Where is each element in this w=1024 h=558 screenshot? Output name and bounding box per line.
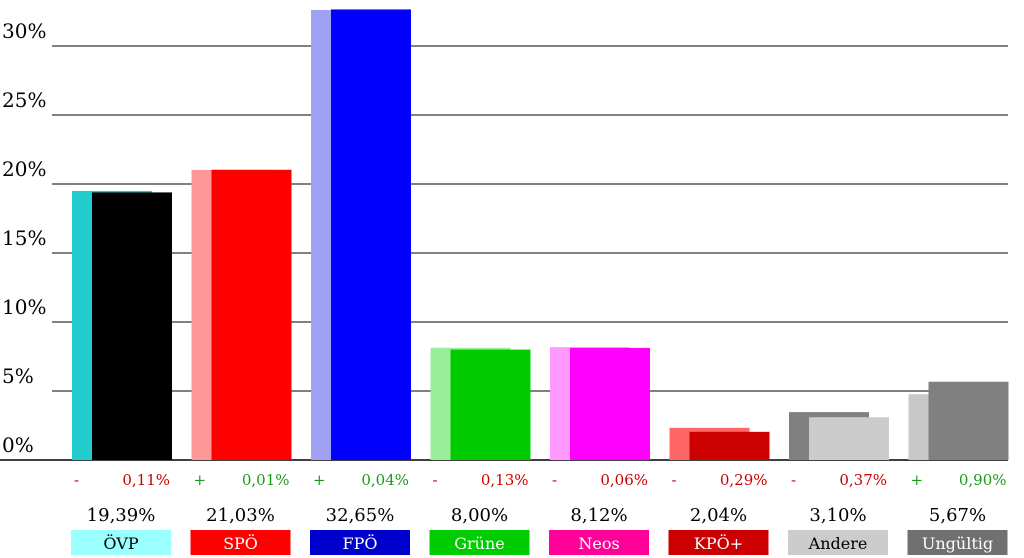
party-label-box	[907, 530, 1008, 555]
y-tick-label: 30%	[2, 19, 46, 43]
party-label-box	[668, 530, 769, 555]
party-label: Grüne	[454, 534, 505, 553]
value-label: 5,67%	[929, 505, 986, 526]
y-tick-label: 20%	[2, 157, 46, 181]
y-tick-label: 25%	[2, 88, 46, 112]
bar	[211, 169, 292, 460]
change-value: 0,29%	[720, 471, 768, 489]
change-value: 0,13%	[481, 471, 529, 489]
change-sign: -	[552, 471, 557, 489]
change-value: 0,11%	[122, 471, 170, 489]
party-label: Ungültig	[922, 534, 993, 553]
change-sign: +	[911, 471, 924, 489]
y-tick-label: 5%	[2, 364, 34, 388]
bar	[928, 381, 1009, 460]
party-label: FPÖ	[343, 533, 378, 553]
bar	[331, 9, 411, 461]
value-label: 2,04%	[690, 505, 747, 526]
party-label-box	[310, 530, 410, 555]
bar	[92, 192, 172, 460]
change-value: 0,06%	[600, 471, 648, 489]
party-label-box	[71, 530, 171, 555]
value-label: 3,10%	[809, 505, 866, 526]
party-label-box	[788, 530, 888, 555]
change-value: 0,90%	[959, 471, 1007, 489]
change-sign: +	[313, 471, 326, 489]
party-label: KPÖ+	[694, 533, 743, 553]
party-label-box	[549, 530, 649, 555]
value-label: 32,65%	[326, 505, 395, 526]
change-sign: -	[433, 471, 438, 489]
party-label-box	[429, 530, 530, 555]
change-sign: -	[74, 471, 79, 489]
party-label: ÖVP	[103, 533, 138, 553]
change-sign: -	[791, 471, 796, 489]
y-tick-label: 15%	[2, 226, 46, 250]
party-label: Andere	[808, 534, 868, 553]
bar	[809, 417, 889, 460]
change-sign: -	[672, 471, 677, 489]
bar	[689, 431, 770, 460]
value-label: 21,03%	[206, 505, 275, 526]
change-sign: +	[194, 471, 207, 489]
y-tick-label: 10%	[2, 295, 46, 319]
change-value: 0,01%	[242, 471, 290, 489]
value-label: 8,00%	[451, 505, 508, 526]
bar	[450, 349, 531, 460]
y-tick-label: 0%	[2, 433, 34, 457]
change-value: 0,37%	[839, 471, 887, 489]
change-value: 0,04%	[361, 471, 409, 489]
bar	[570, 347, 650, 460]
party-label-box	[190, 530, 291, 555]
party-label: SPÖ	[223, 533, 258, 553]
party-label: Neos	[578, 534, 619, 553]
value-label: 8,12%	[570, 505, 627, 526]
value-label: 19,39%	[87, 505, 156, 526]
